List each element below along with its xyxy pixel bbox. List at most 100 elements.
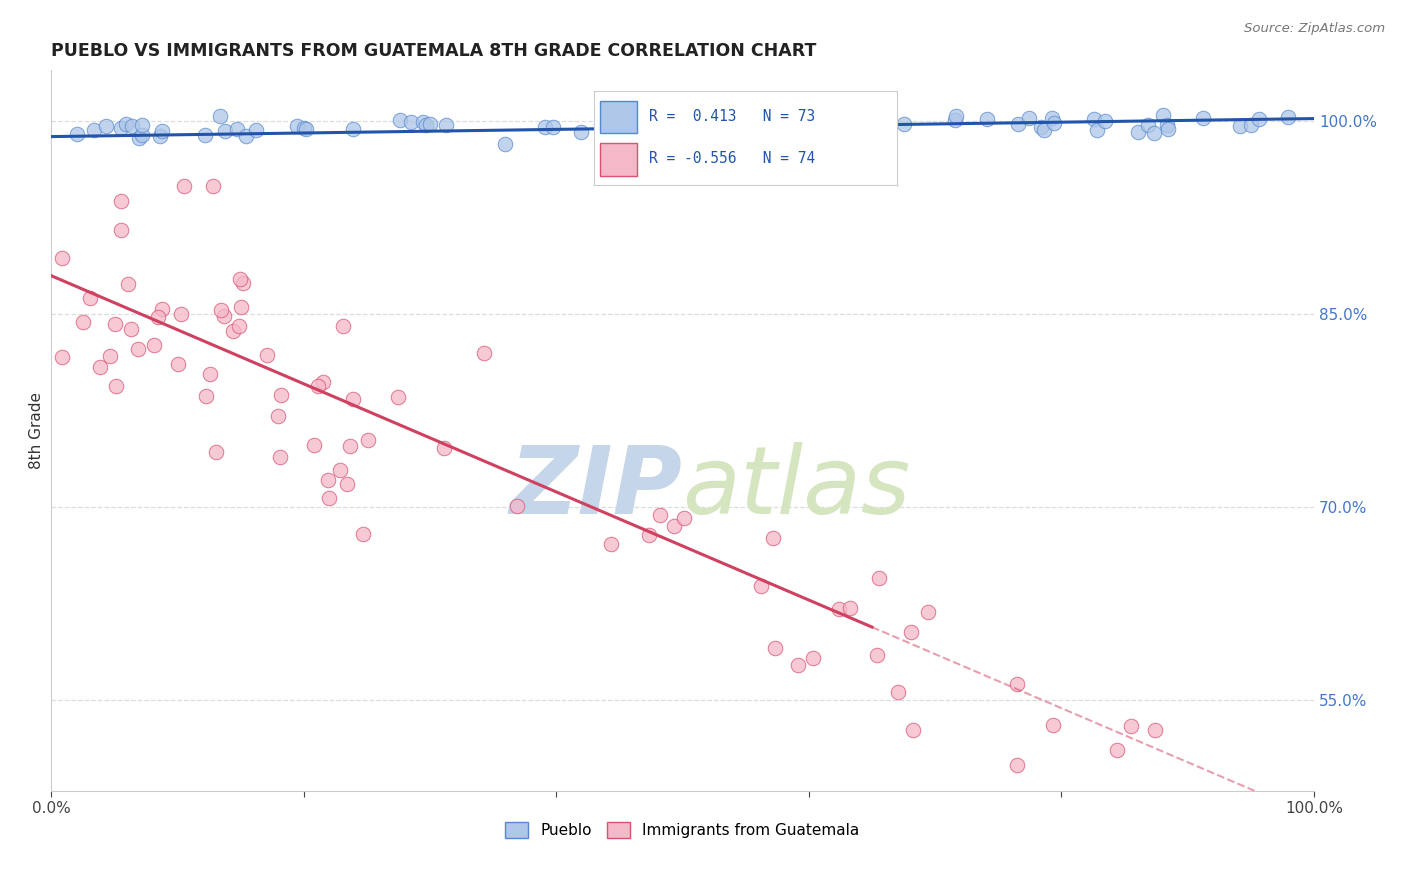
Point xyxy=(357,433,380,447)
Point xyxy=(72,315,94,329)
Point xyxy=(787,657,810,672)
Point xyxy=(128,131,150,145)
Point xyxy=(194,128,217,142)
Point xyxy=(772,115,794,129)
Point xyxy=(638,528,661,542)
Point xyxy=(204,445,226,459)
Point xyxy=(115,117,138,131)
Point xyxy=(844,116,866,130)
Point xyxy=(945,109,967,123)
Point xyxy=(866,118,889,132)
Point xyxy=(51,251,73,265)
Point xyxy=(173,178,195,193)
Point xyxy=(1229,119,1251,133)
Point xyxy=(209,303,232,318)
Point xyxy=(648,508,671,522)
Text: Source: ZipAtlas.com: Source: ZipAtlas.com xyxy=(1244,22,1385,36)
Point xyxy=(388,113,411,128)
Point xyxy=(917,605,939,619)
Point xyxy=(1007,117,1029,131)
Point xyxy=(110,121,132,136)
Point xyxy=(1094,114,1116,128)
Point xyxy=(603,137,626,152)
Point xyxy=(1007,677,1029,691)
Point xyxy=(1156,119,1178,133)
Point xyxy=(143,338,166,352)
Point xyxy=(131,128,153,142)
Point xyxy=(256,348,278,362)
Point xyxy=(269,450,291,464)
Point xyxy=(1247,112,1270,126)
Point xyxy=(893,117,915,131)
Point xyxy=(419,117,441,131)
Point xyxy=(339,440,361,454)
Point xyxy=(332,319,354,334)
Point xyxy=(229,271,252,285)
Point xyxy=(672,511,695,525)
Point xyxy=(245,122,267,136)
Point xyxy=(131,119,153,133)
Point xyxy=(1277,110,1299,124)
Point xyxy=(1136,118,1159,132)
Point xyxy=(232,276,254,290)
Point xyxy=(96,119,118,133)
Point xyxy=(212,309,235,323)
Point xyxy=(866,648,889,662)
Point xyxy=(110,222,132,236)
Point xyxy=(104,317,127,331)
Point xyxy=(748,124,770,138)
Point xyxy=(976,112,998,126)
Point xyxy=(534,120,557,134)
Point xyxy=(1042,718,1064,732)
Point xyxy=(89,360,111,375)
Point xyxy=(307,378,329,392)
Point xyxy=(801,651,824,665)
Point xyxy=(98,349,121,363)
Point xyxy=(903,723,925,738)
Point xyxy=(336,477,359,491)
Point xyxy=(226,121,249,136)
Point xyxy=(51,350,73,364)
Point xyxy=(105,378,128,392)
Point xyxy=(295,122,318,136)
Point xyxy=(593,122,616,136)
Point xyxy=(1119,719,1142,733)
Y-axis label: 8th Grade: 8th Grade xyxy=(30,392,44,468)
Point xyxy=(120,322,142,336)
Point xyxy=(766,124,789,138)
Point xyxy=(651,112,673,127)
Point xyxy=(229,301,252,315)
Point xyxy=(83,122,105,136)
Point xyxy=(697,112,720,127)
Point xyxy=(1126,125,1149,139)
Point xyxy=(870,118,893,132)
Point xyxy=(472,345,495,359)
Text: PUEBLO VS IMMIGRANTS FROM GUATEMALA 8TH GRADE CORRELATION CHART: PUEBLO VS IMMIGRANTS FROM GUATEMALA 8TH … xyxy=(51,42,817,60)
Point xyxy=(838,601,860,615)
Point xyxy=(600,537,623,551)
Point xyxy=(1143,723,1166,737)
Point xyxy=(302,437,325,451)
Point xyxy=(763,641,786,656)
Point xyxy=(79,291,101,305)
Point xyxy=(662,120,685,134)
Point xyxy=(387,390,409,404)
Point xyxy=(1143,126,1166,140)
Point xyxy=(110,194,132,208)
Point xyxy=(735,116,758,130)
Point xyxy=(312,375,335,389)
Point xyxy=(727,119,749,133)
Point xyxy=(127,343,149,357)
Point xyxy=(793,106,815,120)
Point xyxy=(541,120,564,134)
Point xyxy=(399,115,422,129)
Point xyxy=(292,120,315,135)
Point xyxy=(1005,757,1028,772)
Point xyxy=(267,409,290,423)
Point xyxy=(1031,120,1053,135)
Point xyxy=(198,368,221,382)
Point xyxy=(1192,111,1215,125)
Point xyxy=(352,527,374,541)
Point xyxy=(194,389,217,403)
Point xyxy=(285,119,308,133)
